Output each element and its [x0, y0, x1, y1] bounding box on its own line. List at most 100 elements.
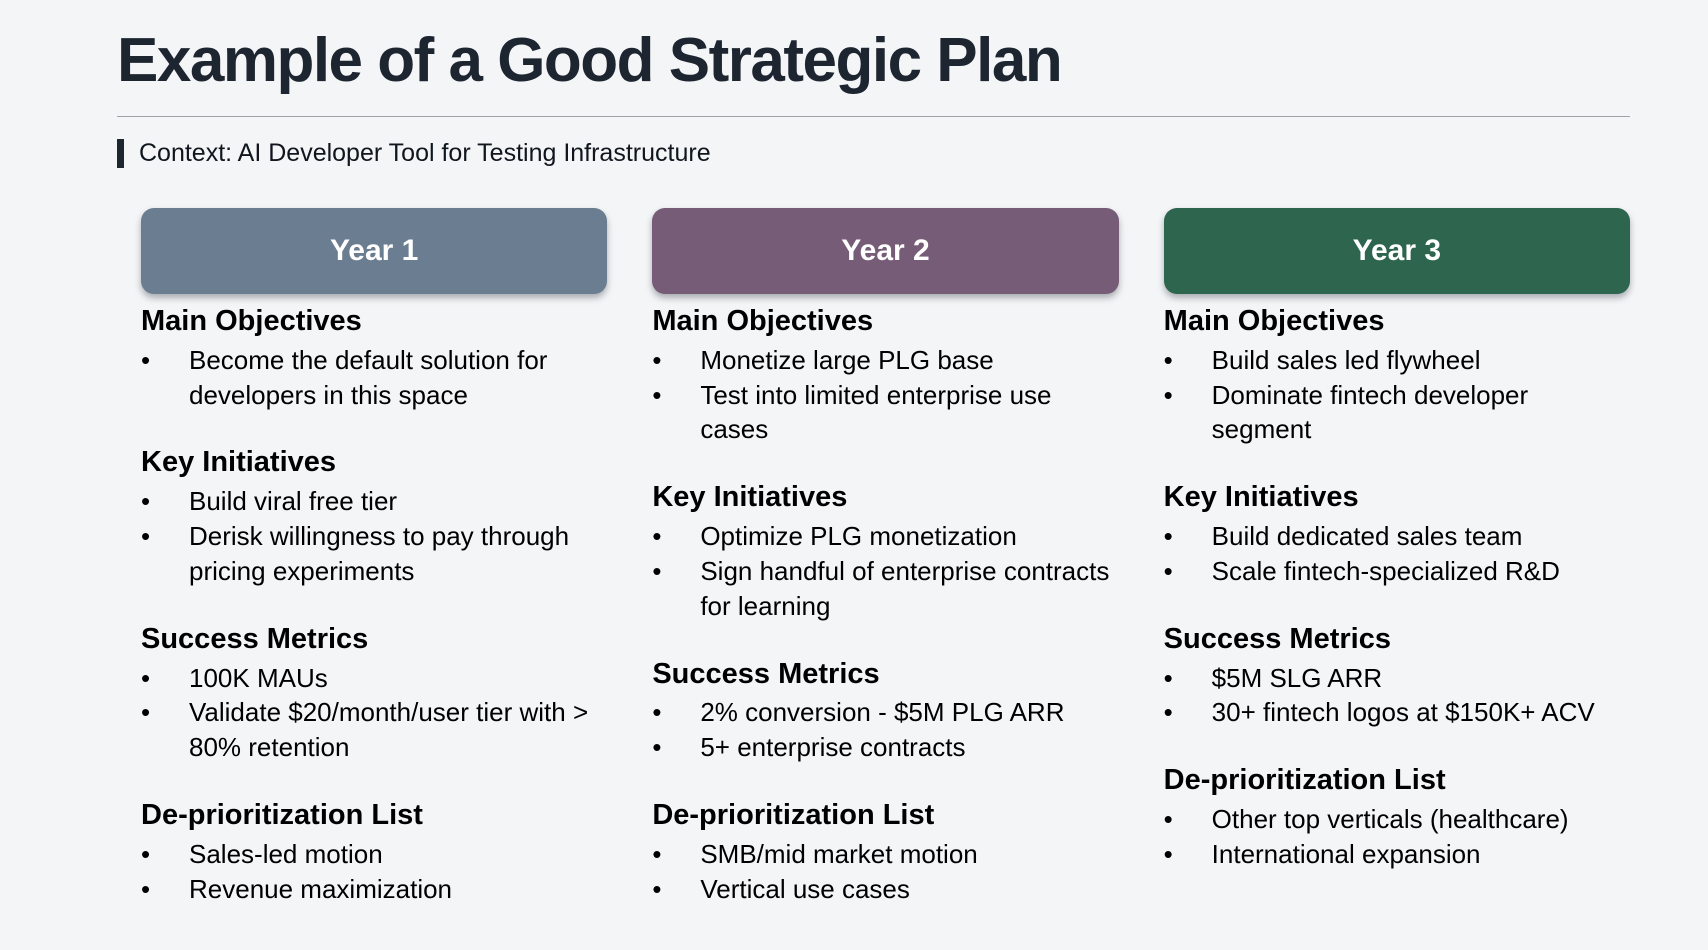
context-line: Context: AI Developer Tool for Testing I…: [117, 139, 1630, 168]
section-heading: Key Initiatives: [652, 481, 848, 514]
bullet-item: • 100K MAUs: [141, 661, 607, 696]
bullet-dot: •: [1163, 344, 1173, 375]
bullet-item: • Test into limited enterprise use cases: [652, 378, 1118, 448]
bullet-item: • Scale fintech-specialized R&D: [1164, 554, 1630, 589]
section-heading: Key Initiatives: [141, 446, 337, 479]
bullet-list: • Other top verticals (healthcare) • Int…: [1164, 802, 1630, 872]
bullet-list: • Become the default solution for develo…: [141, 343, 607, 413]
bullet-item: • Validate $20/month/user tier with > 80…: [141, 695, 607, 765]
section-heading: De-prioritization List: [141, 799, 423, 832]
year-1-column: Year 1 Main Objectives • Become the defa…: [141, 208, 608, 939]
bullet-dot: •: [141, 521, 151, 552]
section-heading: De-prioritization List: [1163, 764, 1446, 797]
bullet-text: $5M SLG ARR: [1211, 662, 1383, 693]
bullet-list: • $5M SLG ARR • 30+ fintech logos at $15…: [1164, 661, 1630, 731]
year-1-success-metrics-section: Success Metrics • 100K MAUs • Validate $…: [141, 622, 607, 765]
year-3-deprioritization-section: De-prioritization List • Other top verti…: [1164, 763, 1630, 871]
bullet-dot: •: [1163, 521, 1173, 552]
bullet-text: Sales-led motion: [189, 838, 383, 869]
bullet-dot: •: [1163, 803, 1173, 834]
bullet-item: • Become the default solution for develo…: [141, 343, 607, 413]
year-2-column: Year 2 Main Objectives • Monetize large …: [652, 208, 1119, 939]
bullet-item: • Derisk willingness to pay through pric…: [141, 519, 607, 589]
bullet-text: 30+ fintech logos at $150K+ ACV: [1211, 697, 1595, 728]
bullet-text: Build sales led flywheel: [1211, 344, 1481, 375]
bullet-dot: •: [141, 486, 151, 517]
bullet-dot: •: [1163, 555, 1173, 586]
bullet-item: • Optimize PLG monetization: [652, 519, 1118, 554]
bullet-item: • 2% conversion - $5M PLG ARR: [652, 695, 1118, 730]
year-3-main-objectives-section: Main Objectives • Build sales led flywhe…: [1164, 304, 1630, 447]
bullet-text: Build viral free tier: [189, 486, 398, 517]
page-title: Example of a Good Strategic Plan: [117, 26, 1063, 95]
bullet-list: • SMB/mid market motion • Vertical use c…: [652, 837, 1118, 907]
bullet-text: Monetize large PLG base: [700, 344, 994, 375]
bullet-text: Become the default solution for develope…: [189, 344, 548, 410]
bullet-dot: •: [652, 873, 662, 904]
section-heading: Main Objectives: [141, 305, 362, 337]
bullet-text: 5+ enterprise contracts: [700, 732, 966, 763]
year-1-main-objectives-section: Main Objectives • Become the default sol…: [141, 304, 607, 412]
bullet-dot: •: [1163, 838, 1173, 869]
title-divider: [117, 116, 1630, 117]
bullet-dot: •: [652, 521, 662, 552]
year-1-key-initiatives-section: Key Initiatives • Build viral free tier …: [141, 445, 607, 588]
section-heading: Key Initiatives: [1163, 481, 1359, 514]
bullet-text: Optimize PLG monetization: [700, 521, 1017, 552]
bullet-text: Sign handful of enterprise contracts for…: [700, 555, 1110, 621]
bullet-text: Build dedicated sales team: [1211, 521, 1523, 552]
bullet-dot: •: [652, 732, 662, 763]
bullet-list: • Monetize large PLG base • Test into li…: [652, 343, 1118, 447]
bullet-dot: •: [652, 344, 662, 375]
context-accent-bar: [117, 139, 124, 168]
bullet-dot: •: [141, 838, 151, 869]
bullet-text: International expansion: [1211, 838, 1481, 869]
bullet-item: • Build viral free tier: [141, 484, 607, 519]
year-columns: Year 1 Main Objectives • Become the defa…: [141, 208, 1630, 939]
bullet-list: • Build dedicated sales team • Scale fin…: [1164, 519, 1630, 589]
bullet-dot: •: [141, 873, 151, 904]
bullet-dot: •: [652, 838, 662, 869]
bullet-item: • 5+ enterprise contracts: [652, 730, 1118, 765]
year-3-success-metrics-section: Success Metrics • $5M SLG ARR • 30+ fint…: [1164, 622, 1630, 730]
bullet-text: Dominate fintech developer segment: [1211, 379, 1529, 445]
year-2-main-objectives-section: Main Objectives • Monetize large PLG bas…: [652, 304, 1118, 447]
year-2-deprioritization-section: De-prioritization List • SMB/mid market …: [652, 798, 1118, 906]
bullet-dot: •: [141, 697, 151, 728]
bullet-dot: •: [141, 344, 151, 375]
bullet-text: Other top verticals (healthcare): [1211, 803, 1569, 834]
bullet-list: • 2% conversion - $5M PLG ARR • 5+ enter…: [652, 695, 1118, 765]
section-heading: Main Objectives: [1163, 305, 1385, 337]
bullet-dot: •: [652, 697, 662, 728]
year-3-header: Year 3: [1163, 208, 1630, 294]
bullet-dot: •: [652, 379, 662, 410]
context-text: Context: AI Developer Tool for Testing I…: [139, 139, 711, 167]
bullet-item: • Revenue maximization: [141, 872, 607, 907]
bullet-list: • 100K MAUs • Validate $20/month/user ti…: [141, 661, 607, 765]
year-2-header: Year 2: [652, 208, 1119, 294]
bullet-text: SMB/mid market motion: [700, 838, 978, 869]
bullet-list: • Build sales led flywheel • Dominate fi…: [1164, 343, 1630, 447]
year-1-deprioritization-section: De-prioritization List • Sales-led motio…: [141, 798, 607, 906]
section-heading: Success Metrics: [141, 622, 369, 655]
bullet-dot: •: [652, 555, 662, 586]
bullet-list: • Optimize PLG monetization • Sign handf…: [652, 519, 1118, 623]
bullet-dot: •: [1163, 662, 1173, 693]
bullet-item: • Other top verticals (healthcare): [1164, 802, 1630, 837]
bullet-text: Derisk willingness to pay through pricin…: [189, 521, 570, 586]
bullet-dot: •: [1163, 697, 1173, 728]
year-3-key-initiatives-section: Key Initiatives • Build dedicated sales …: [1164, 480, 1630, 588]
section-heading: De-prioritization List: [652, 799, 935, 832]
bullet-text: Scale fintech-specialized R&D: [1211, 555, 1560, 586]
year-2-key-initiatives-section: Key Initiatives • Optimize PLG monetizat…: [652, 480, 1118, 623]
bullet-item: • $5M SLG ARR: [1164, 661, 1630, 696]
bullet-list: • Sales-led motion • Revenue maximizatio…: [141, 837, 607, 907]
section-heading: Success Metrics: [1163, 622, 1391, 655]
bullet-item: • Vertical use cases: [652, 872, 1118, 907]
bullet-item: • Build dedicated sales team: [1164, 519, 1630, 554]
bullet-text: Revenue maximization: [189, 873, 453, 904]
bullet-dot: •: [1163, 379, 1173, 410]
bullet-item: • Sign handful of enterprise contracts f…: [652, 554, 1118, 624]
bullet-item: • Sales-led motion: [141, 837, 607, 872]
